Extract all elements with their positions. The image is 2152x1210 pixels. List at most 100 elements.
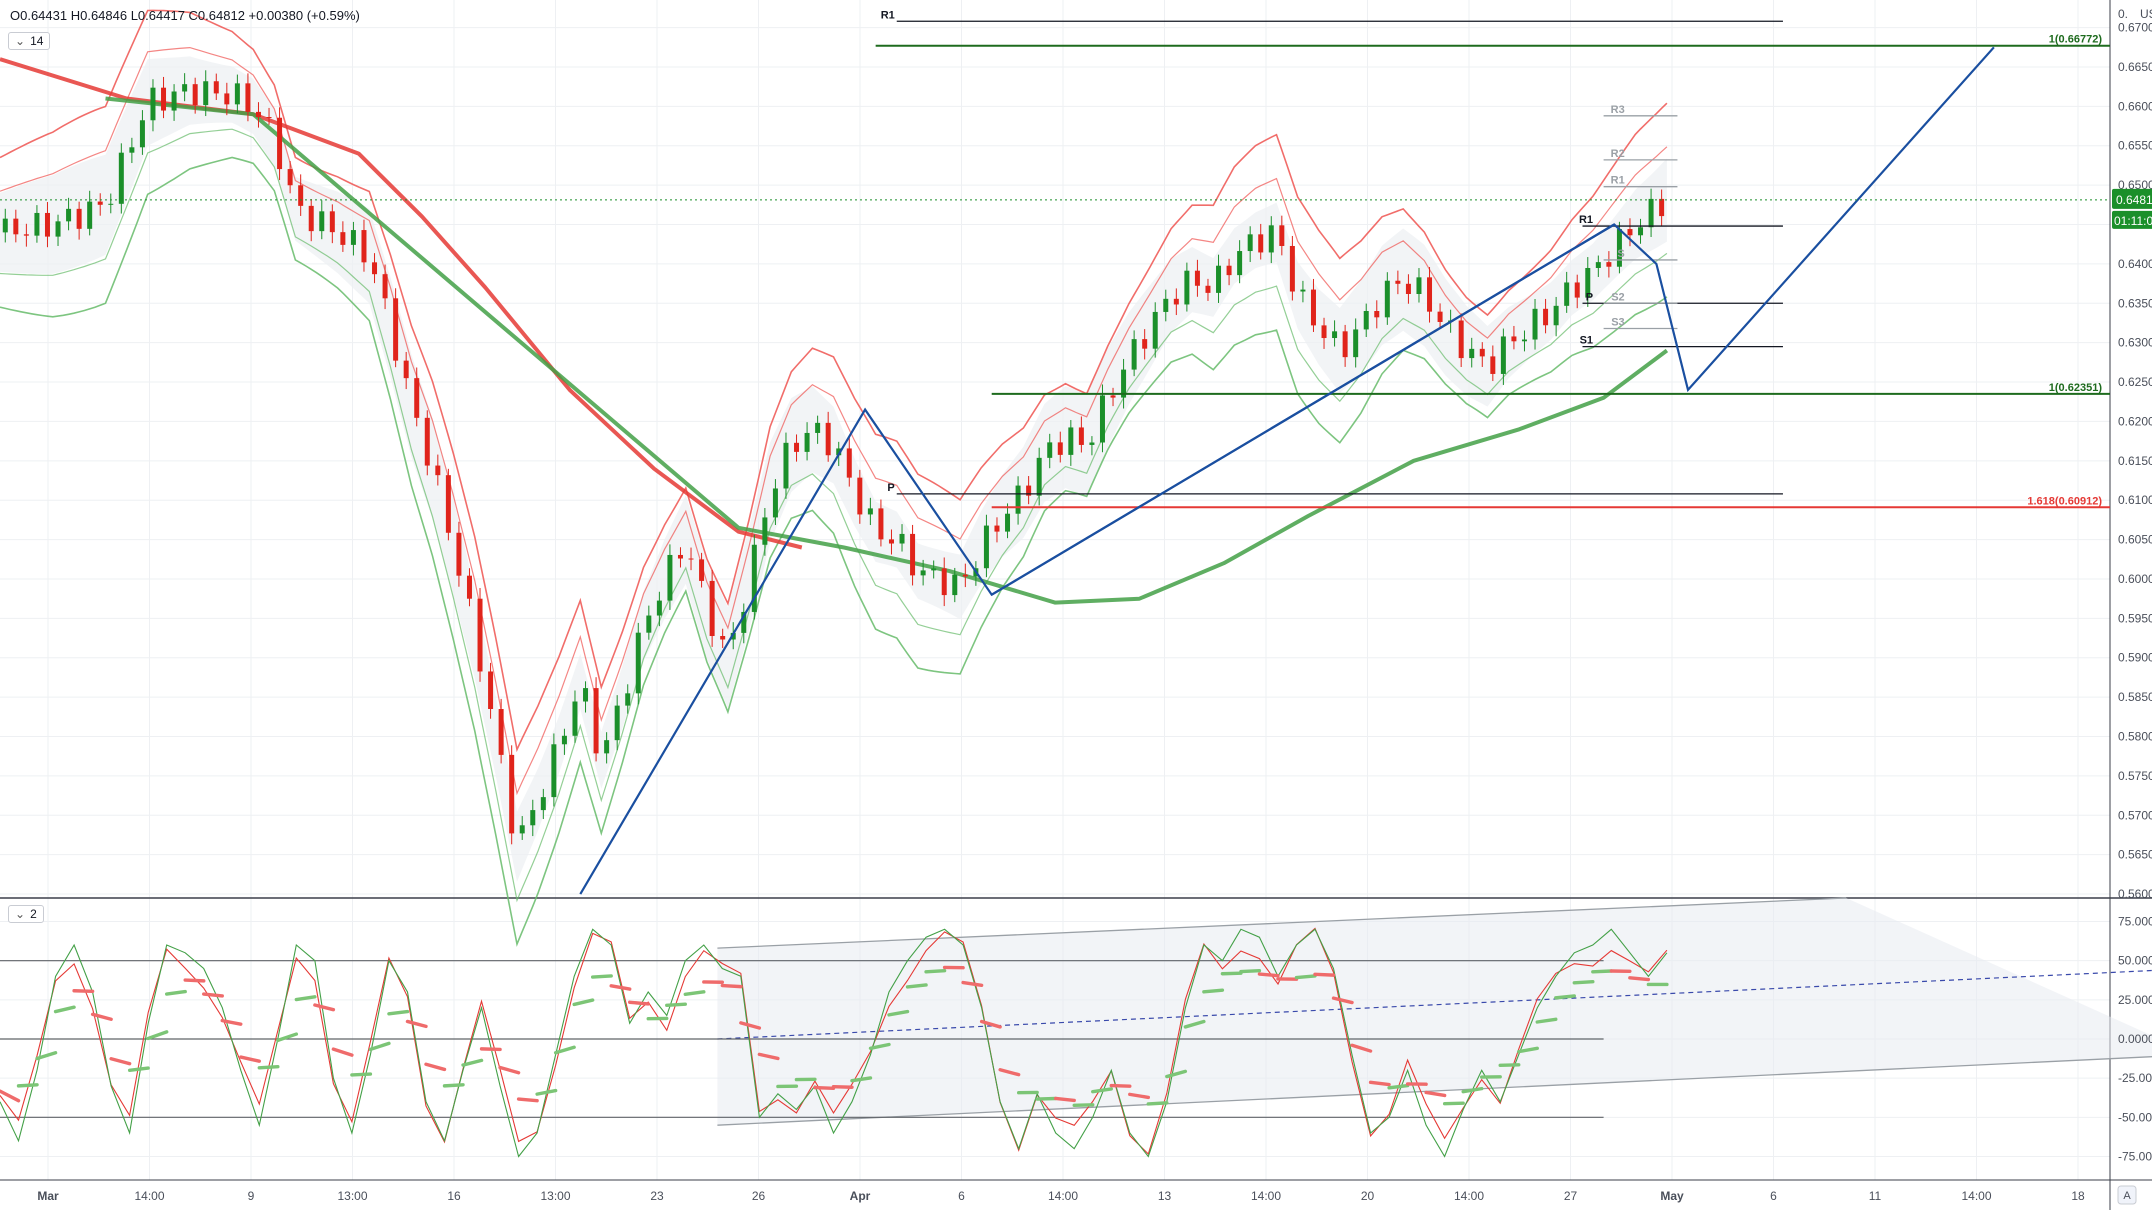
osc-smoothed-segment: [553, 1045, 576, 1055]
candle-body: [656, 600, 662, 616]
osc-smoothed-segment: [1146, 1101, 1169, 1106]
time-tick-label: 14:00: [1251, 1189, 1281, 1203]
osc-smoothed-segment: [127, 1066, 150, 1072]
band-fill: [0, 56, 1667, 882]
oscillator-toggle[interactable]: ⌄ 2: [8, 905, 44, 923]
lower-band-outer: [0, 156, 1668, 947]
osc-smoothed-segment: [1368, 1080, 1391, 1087]
candle-body: [815, 422, 821, 433]
osc-smoothed-segment: [850, 1076, 873, 1083]
candle-body: [66, 208, 72, 222]
candle-body: [182, 84, 188, 92]
oscillator-label: 2: [30, 907, 37, 921]
osc-smoothed-segment: [998, 1068, 1021, 1077]
osc-smoothed-segment: [757, 1052, 780, 1061]
candle-body: [614, 705, 620, 741]
osc-smoothed-segment: [109, 1057, 132, 1066]
osc-smoothed-segment: [1257, 972, 1280, 978]
osc-smoothed-segment: [16, 1083, 39, 1088]
osc-smoothed-segment: [516, 1097, 539, 1103]
candle-body: [13, 218, 19, 235]
candle-body: [1353, 329, 1359, 358]
candle-body: [372, 262, 378, 275]
candle-body: [456, 532, 462, 576]
candle-body: [1173, 298, 1179, 305]
candle-body: [920, 570, 926, 576]
osc-smoothed-segment: [1535, 1017, 1558, 1024]
candle-body: [1437, 311, 1443, 322]
time-tick-label: 27: [1564, 1189, 1578, 1203]
pivot-label: R1: [881, 9, 895, 21]
chevron-down-icon: ⌄: [15, 907, 26, 921]
candle-body: [699, 559, 705, 581]
candle-body: [1226, 265, 1232, 276]
osc-tick-label: -25.00000: [2118, 1071, 2152, 1085]
osc-tick-label: 25.00000: [2118, 993, 2152, 1007]
osc-channel-mid: [717, 969, 2152, 1040]
candle-body: [34, 212, 40, 236]
osc-smoothed-segment: [387, 1009, 410, 1016]
osc-smoothed-segment: [590, 974, 613, 979]
osc-smoothed-segment: [1517, 1046, 1539, 1054]
candle-body: [298, 185, 304, 206]
ema-green: [105, 96, 1669, 605]
osc-smoothed-segment: [813, 1085, 836, 1091]
ohlc-values: O0.64431 H0.64846 L0.64417 C0.64812 +0.0…: [10, 8, 360, 23]
candle-body: [1057, 442, 1063, 455]
candle-body: [44, 212, 50, 237]
candle-body: [772, 488, 778, 518]
candle-body: [931, 568, 937, 571]
time-tick-label: 14:00: [1961, 1189, 1991, 1203]
candle-body: [1606, 262, 1612, 267]
candle-body: [1036, 457, 1042, 496]
candle-body: [1289, 245, 1295, 292]
candle-body: [1543, 308, 1549, 326]
pivot-label: R3: [1611, 104, 1625, 116]
candle-body: [118, 152, 124, 204]
candle-body: [1521, 339, 1527, 342]
candle-body: [245, 83, 251, 112]
osc-smoothed-segment: [1331, 996, 1354, 1005]
candle-body: [751, 544, 757, 612]
candle-body: [1047, 442, 1053, 458]
osc-smoothed-segment: [572, 998, 595, 1007]
osc-channel-lower: [717, 1056, 2152, 1126]
candle-body: [1332, 331, 1338, 339]
candle-body: [1384, 280, 1390, 318]
candle-body: [1479, 348, 1485, 357]
candle-body: [1205, 285, 1211, 293]
ohlc-legend: O0.64431 H0.64846 L0.64417 C0.64812 +0.0…: [10, 8, 360, 23]
time-tick-label: 14:00: [134, 1189, 164, 1203]
osc-smoothed-segment: [1054, 1096, 1076, 1103]
candle-body: [1216, 265, 1222, 293]
candle-body: [983, 525, 989, 569]
osc-smoothed-segment: [1424, 1090, 1447, 1098]
osc-smoothed-segment: [739, 1021, 762, 1030]
osc-tick-label: -50.00000: [2118, 1110, 2152, 1124]
osc-smoothed-segment: [257, 1064, 280, 1070]
candle-body: [1616, 229, 1622, 267]
osc-smoothed-segment: [164, 989, 187, 996]
osc-smoothed-segment: [479, 1047, 502, 1052]
osc-smoothed-segment: [53, 1005, 76, 1014]
candle-body: [1078, 427, 1084, 445]
pivot-label: S1: [1580, 335, 1593, 347]
candle-body: [445, 475, 451, 533]
osc-smoothed-segment: [665, 1002, 687, 1007]
main-indicator-toggle[interactable]: ⌄ 14: [8, 32, 51, 50]
osc-smoothed-segment: [1591, 969, 1614, 974]
pivot-label: S: [1617, 248, 1624, 260]
time-tick-label: 23: [650, 1189, 664, 1203]
candle-body: [1237, 251, 1243, 276]
osc-smoothed-segment: [35, 1051, 58, 1061]
candle-body: [97, 201, 103, 205]
